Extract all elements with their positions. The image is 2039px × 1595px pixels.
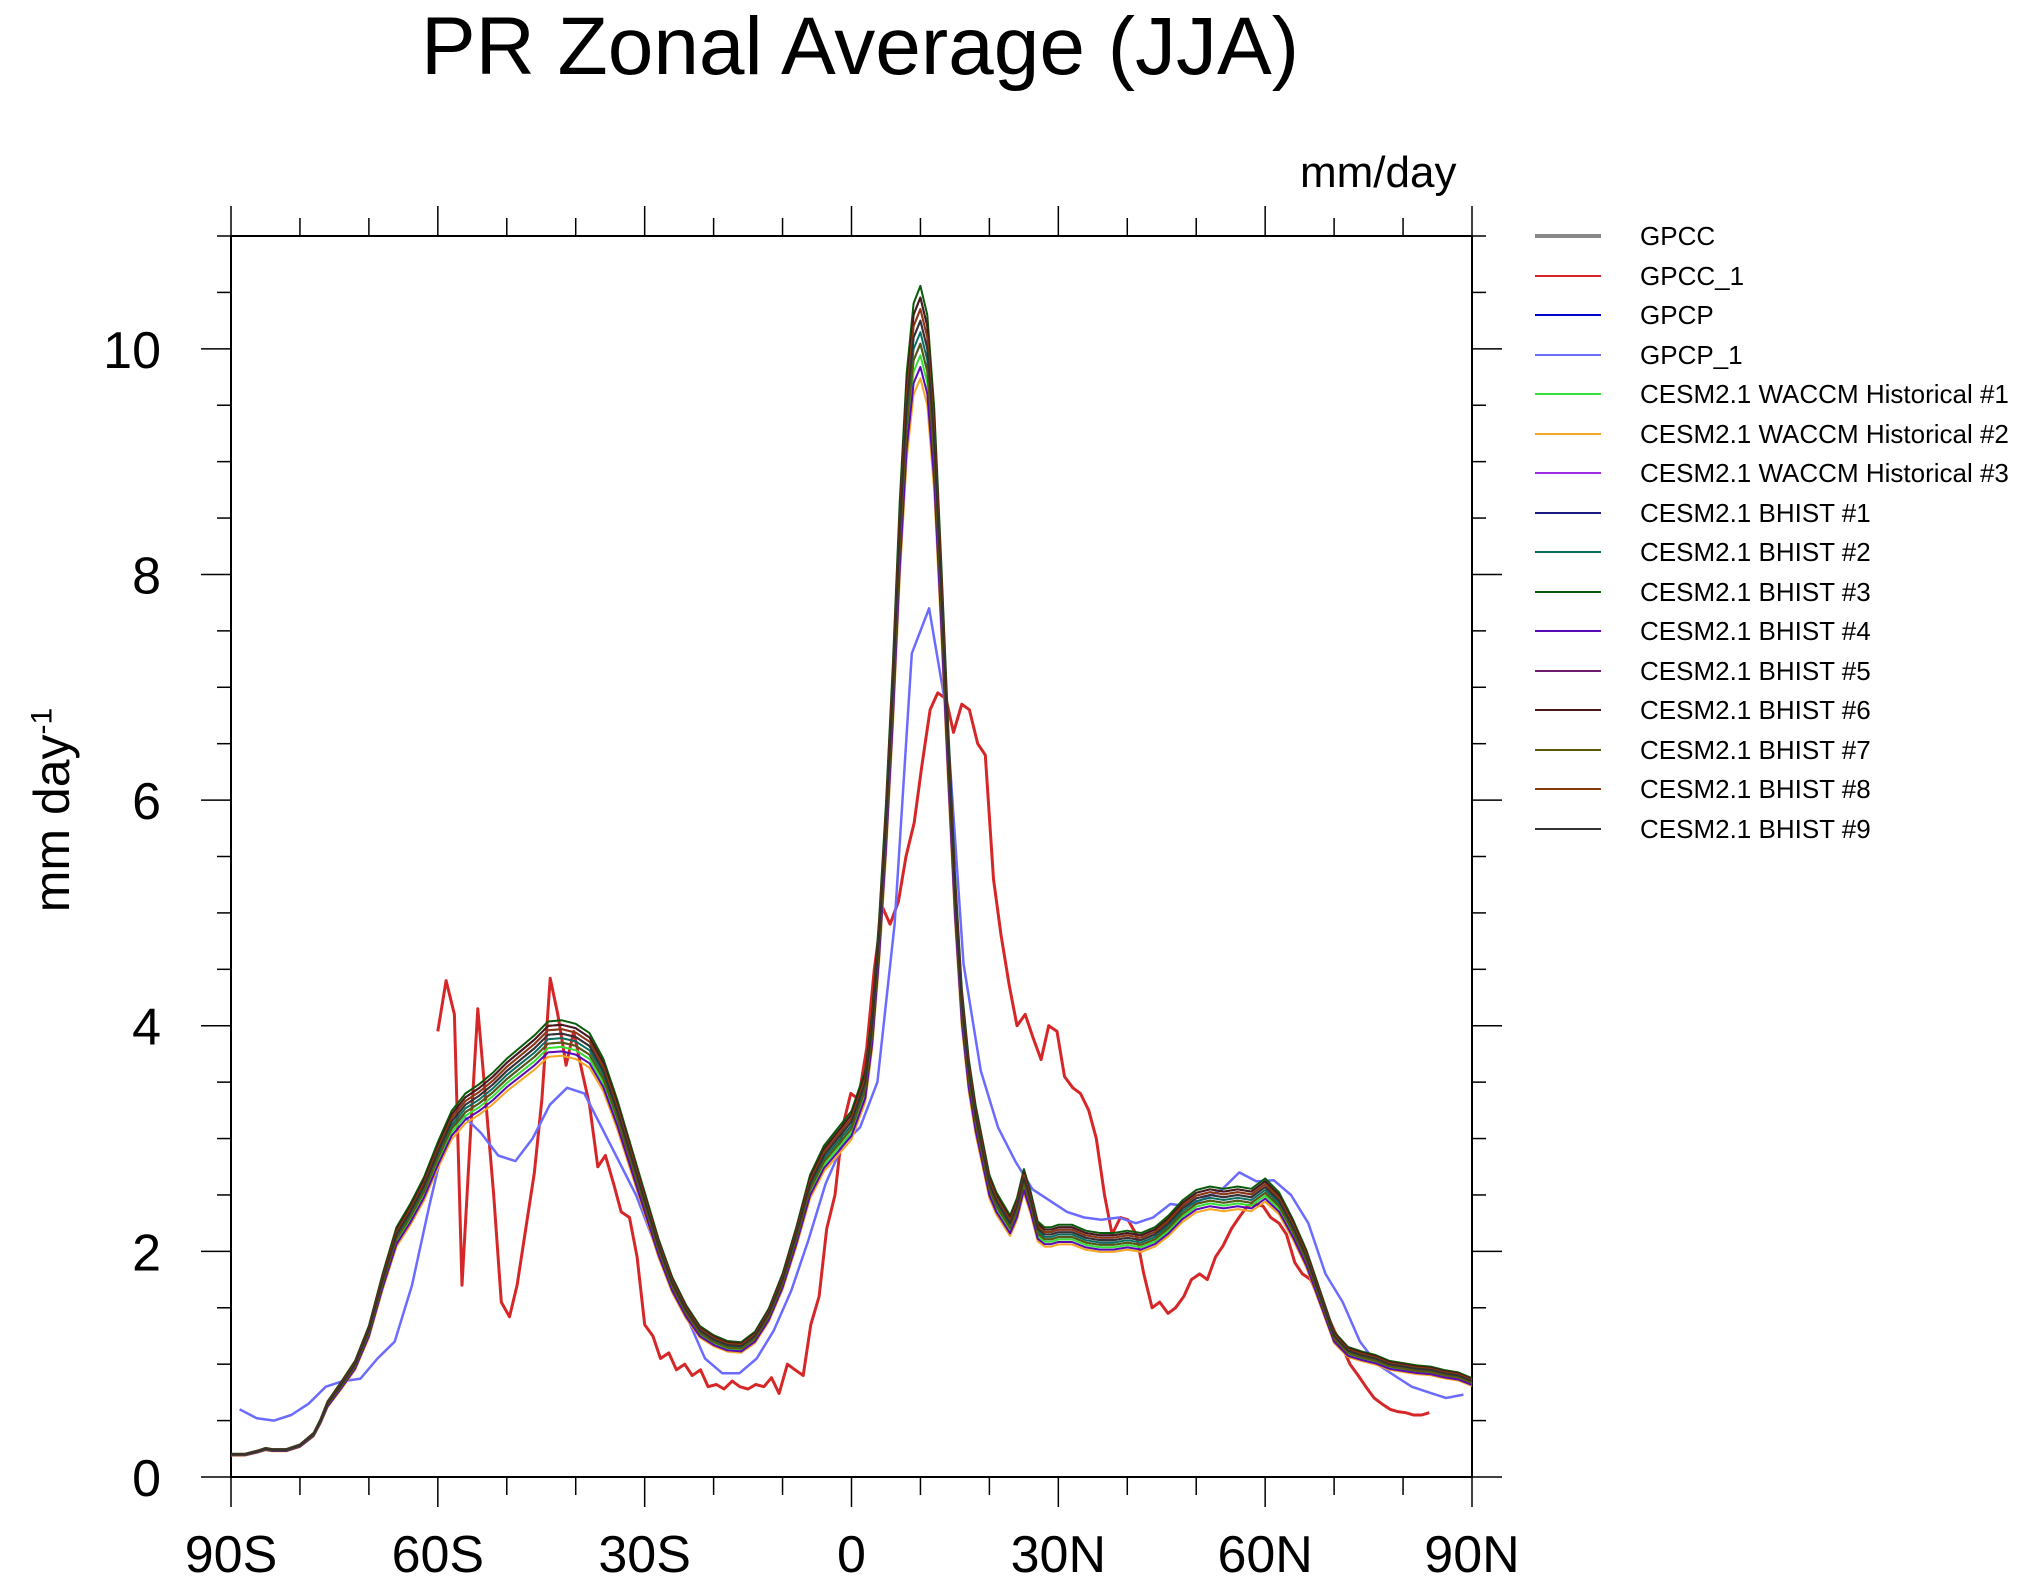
legend-swatch: [1535, 393, 1601, 395]
series-line-3: [239, 607, 1464, 1422]
legend-swatch: [1535, 511, 1601, 514]
series-line-9: [231, 284, 1473, 1455]
series-line-1: [436, 691, 1430, 1417]
legend-swatch: [1535, 788, 1601, 790]
legend-swatch: [1535, 314, 1601, 316]
legend-swatch: [1535, 472, 1601, 474]
x-tick-label: 90N: [1424, 1526, 1519, 1584]
legend-label: CESM2.1 BHIST #4: [1640, 616, 1871, 646]
series-line-7: [231, 296, 1473, 1455]
series-line-10: [231, 365, 1473, 1457]
series-line-4: [231, 354, 1473, 1457]
legend-label: CESM2.1 BHIST #8: [1640, 774, 1871, 804]
legend-label: CESM2.1 BHIST #9: [1640, 813, 1871, 844]
y-tick-label: 2: [132, 1224, 161, 1282]
legend-label: GPCP: [1640, 300, 1714, 330]
legend-swatch: [1535, 432, 1601, 435]
x-tick-label: 90S: [185, 1526, 278, 1584]
y-tick-label: 0: [132, 1450, 161, 1508]
legend-label: GPCP_1: [1640, 339, 1743, 370]
legend-swatch: [1535, 590, 1601, 593]
legend-label: CESM2.1 WACCM Historical #3: [1640, 458, 2009, 488]
x-tick-label: 60S: [392, 1526, 485, 1584]
legend-label: CESM2.1 BHIST #7: [1640, 734, 1871, 765]
legend-label: CESM2.1 WACCM Historical #1: [1640, 379, 2009, 409]
series-line-15: [231, 319, 1473, 1456]
legend-label: CESM2.1 BHIST #6: [1640, 695, 1871, 725]
x-tick-label: 30N: [1011, 1526, 1106, 1584]
legend-swatch: [1535, 551, 1601, 553]
legend-swatch: [1535, 669, 1601, 672]
legend-swatch: [1535, 827, 1601, 830]
series-line-5: [231, 377, 1473, 1457]
legend-swatch: [1535, 748, 1601, 751]
series-line-6: [231, 308, 1473, 1456]
y-tick-label: 8: [132, 547, 161, 605]
legend-label: GPCC_1: [1640, 260, 1745, 291]
legend-label: CESM2.1 BHIST #3: [1640, 576, 1871, 607]
legend-label: CESM2.1 WACCM Historical #2: [1640, 418, 2009, 449]
legend-label: CESM2.1 BHIST #2: [1640, 537, 1871, 567]
series-line-2: [231, 342, 1473, 1456]
series-line-8: [231, 331, 1473, 1456]
x-tick-label: 0: [837, 1526, 866, 1584]
chart-title: PR Zonal Average (JJA): [420, 1, 1300, 92]
plot-frame: [230, 235, 1473, 1478]
series-line-13: [231, 342, 1473, 1456]
legend-label: CESM2.1 BHIST #5: [1640, 655, 1871, 686]
legend-label: CESM2.1 BHIST #1: [1640, 497, 1871, 528]
units-label: mm/day: [1300, 148, 1457, 197]
legend-swatch: [1535, 274, 1601, 277]
legend-swatch: [1535, 353, 1601, 356]
series-line-11: [231, 319, 1473, 1456]
y-tick-label: 4: [132, 999, 161, 1057]
legend-swatch: [1535, 234, 1601, 238]
series-line-12: [231, 296, 1473, 1455]
legend-swatch: [1535, 630, 1601, 632]
legend-label: GPCC: [1640, 221, 1716, 251]
legend-swatch: [1535, 709, 1601, 711]
y-tick-label: 10: [103, 322, 161, 380]
series-line-14: [231, 308, 1473, 1456]
x-tick-label: 60N: [1217, 1526, 1312, 1584]
y-tick-label: 6: [132, 773, 161, 831]
x-tick-label: 30S: [598, 1526, 691, 1584]
